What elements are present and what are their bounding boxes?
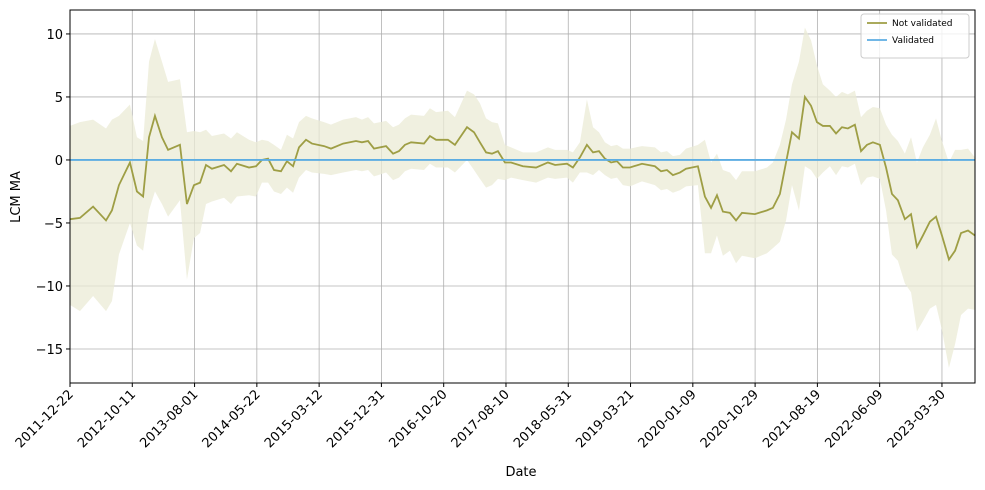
- y-tick-label: −15: [36, 343, 63, 358]
- plot-frame: [69, 9, 976, 384]
- x-tick-label: 2015-12-31: [324, 387, 388, 451]
- legend-box: [860, 13, 970, 59]
- x-tick-label: 2020-01-09: [636, 387, 700, 451]
- x-tick-label: 2020-10-29: [698, 387, 762, 451]
- x-tick-label: 2017-08-10: [449, 387, 513, 451]
- x-tick-label: 2018-05-31: [511, 387, 575, 451]
- y-tick-label: 5: [55, 91, 63, 106]
- y-tick-label: −5: [44, 217, 63, 232]
- x-tick-label: 2016-10-20: [386, 387, 450, 451]
- x-tick-label: 2013-08-01: [137, 387, 201, 451]
- series-line: [69, 94, 976, 262]
- x-tick-label: 2022-06-09: [822, 387, 886, 451]
- legend-label: Not validated: [892, 19, 952, 29]
- x-tick-label: 2023-03-30: [885, 387, 949, 451]
- y-tick-label: 0: [55, 154, 63, 169]
- x-tick-label: 2021-08-19: [760, 387, 824, 451]
- x-tick-label: 2019-03-21: [573, 387, 637, 451]
- x-tick-label: 2012-10-11: [75, 387, 139, 451]
- x-tick-label: 2014-05-22: [200, 387, 264, 451]
- confidence-band: [70, 27, 975, 368]
- x-axis-label: Date: [505, 465, 536, 480]
- x-tick-label: 2011-12-22: [13, 387, 77, 451]
- legend-label: Validated: [892, 36, 934, 46]
- y-axis-label: LCM MA: [9, 171, 24, 223]
- y-tick-label: 10: [46, 28, 63, 43]
- y-tick-label: −10: [36, 280, 63, 295]
- x-tick-label: 2015-03-12: [262, 387, 326, 451]
